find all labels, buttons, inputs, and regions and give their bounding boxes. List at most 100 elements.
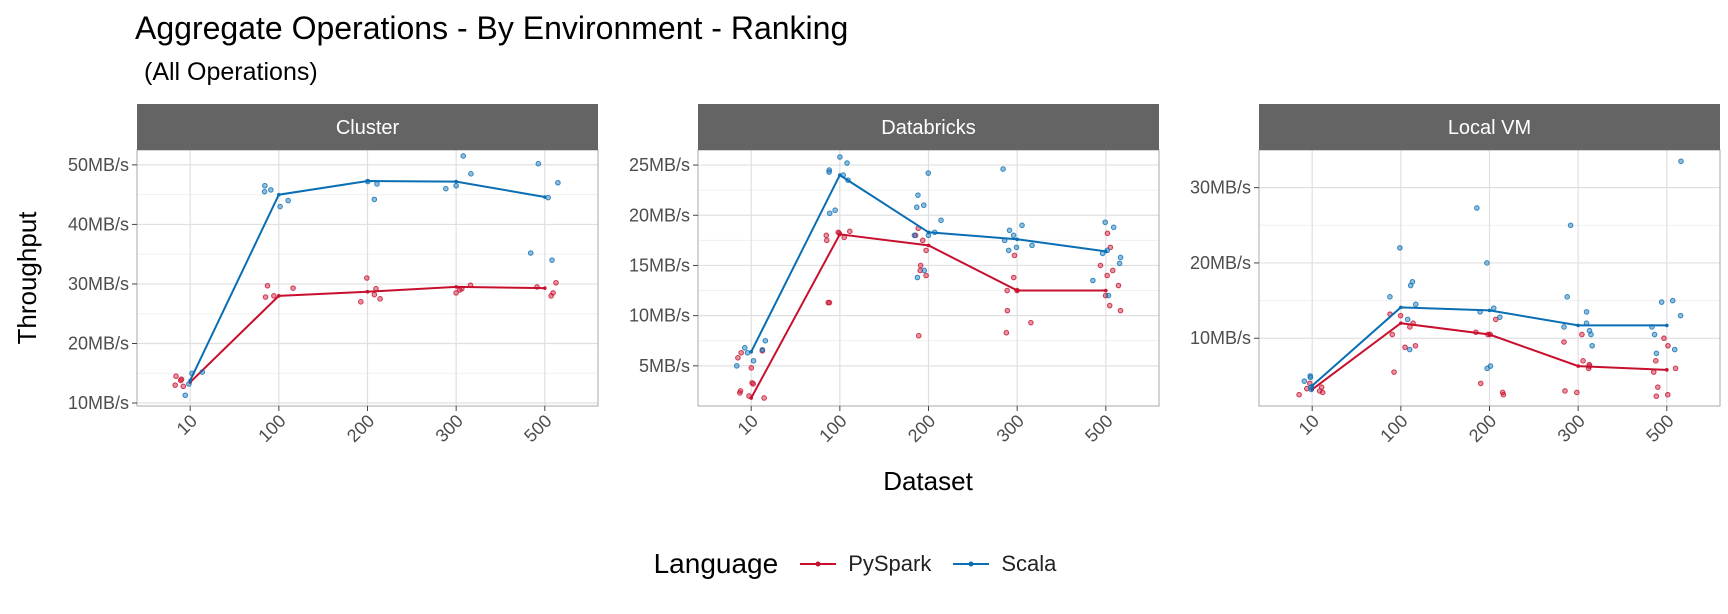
- series-marker-scala: [749, 349, 753, 354]
- point-scala: [1010, 232, 1017, 239]
- series-marker-pyspark: [1104, 288, 1108, 293]
- point-scala: [535, 160, 542, 167]
- x-tick-label: 100: [815, 411, 850, 446]
- point-scala: [921, 267, 928, 274]
- facet-label-databricks: Databricks: [881, 117, 975, 139]
- y-tick-label: 5MB/s: [639, 356, 690, 376]
- x-tick-label: 300: [432, 411, 467, 446]
- point-scala: [277, 203, 283, 210]
- point-pyspark: [1106, 302, 1113, 309]
- point-pyspark: [1296, 391, 1302, 398]
- series-marker-scala: [1015, 237, 1019, 242]
- series-marker-pyspark: [838, 232, 842, 237]
- point-scala: [1658, 299, 1665, 305]
- x-tick-label: 200: [1465, 411, 1500, 446]
- x-tick-label: 10: [173, 411, 201, 439]
- point-scala: [1678, 158, 1684, 165]
- point-pyspark: [1010, 274, 1017, 281]
- series-marker-scala: [365, 179, 370, 183]
- point-scala: [1412, 301, 1419, 308]
- point-scala: [1000, 166, 1006, 172]
- x-tick-label: 300: [1554, 411, 1589, 446]
- point-scala: [750, 358, 757, 364]
- point-pyspark: [1104, 230, 1111, 237]
- point-pyspark: [1580, 358, 1586, 364]
- series-marker-scala: [838, 173, 842, 177]
- point-pyspark: [1397, 312, 1404, 319]
- point-pyspark: [749, 380, 755, 386]
- point-scala: [1387, 294, 1393, 300]
- point-scala: [1653, 350, 1660, 357]
- point-pyspark: [271, 293, 277, 299]
- point-scala: [261, 188, 268, 195]
- point-scala: [1564, 294, 1570, 300]
- point-pyspark: [748, 365, 755, 371]
- series-marker-scala: [926, 230, 931, 235]
- y-tick-label: 20MB/s: [1190, 253, 1251, 273]
- series-marker-pyspark: [1399, 321, 1403, 325]
- point-scala: [1669, 297, 1676, 304]
- series-marker-pyspark: [1015, 288, 1019, 293]
- point-pyspark: [1104, 272, 1110, 279]
- point-pyspark: [1004, 287, 1010, 294]
- x-tick-label: 500: [520, 411, 555, 446]
- point-scala: [1308, 386, 1314, 393]
- point-scala: [1110, 224, 1117, 231]
- point-pyspark: [1653, 358, 1659, 364]
- legend: Language PySpark Scala: [0, 548, 1728, 580]
- legend-item-pyspark: PySpark: [796, 551, 931, 577]
- chart-title: Aggregate Operations - By Environment - …: [135, 10, 849, 46]
- point-scala: [186, 381, 192, 387]
- facet-strip-local-vm: [1259, 104, 1720, 150]
- legend-key-scala: [953, 561, 990, 567]
- series-marker-pyspark: [749, 396, 753, 400]
- point-pyspark: [923, 272, 929, 279]
- point-scala: [744, 349, 751, 356]
- point-scala: [1090, 277, 1096, 284]
- point-scala: [1102, 219, 1108, 226]
- point-scala: [268, 187, 274, 193]
- point-scala: [1019, 222, 1025, 229]
- point-scala: [759, 346, 766, 353]
- point-pyspark: [923, 247, 929, 254]
- point-pyspark: [1653, 393, 1660, 400]
- point-scala: [285, 197, 291, 204]
- point-scala: [1484, 260, 1490, 266]
- point-scala: [527, 250, 534, 256]
- point-pyspark: [1011, 252, 1018, 259]
- x-tick-label: 500: [1081, 411, 1116, 446]
- x-tick-label: 500: [1642, 411, 1677, 446]
- point-pyspark: [364, 275, 370, 281]
- legend-label-scala: Scala: [1001, 551, 1057, 576]
- point-pyspark: [919, 237, 926, 244]
- x-tick-label: 10: [734, 411, 762, 439]
- chart-subtitle: (All Operations): [144, 58, 318, 86]
- y-tick-label: 30MB/s: [1190, 178, 1251, 198]
- point-pyspark: [1003, 329, 1010, 336]
- facet-strip-databricks: [698, 104, 1159, 150]
- point-pyspark: [847, 228, 853, 235]
- point-pyspark: [553, 279, 559, 286]
- point-pyspark: [1579, 331, 1585, 338]
- point-pyspark: [1115, 282, 1122, 289]
- point-scala: [1307, 374, 1314, 381]
- point-pyspark: [453, 290, 459, 296]
- point-pyspark: [823, 237, 830, 244]
- point-pyspark: [1562, 388, 1568, 394]
- point-scala: [844, 160, 850, 166]
- point-pyspark: [1561, 339, 1567, 345]
- point-pyspark: [1672, 365, 1679, 372]
- point-pyspark: [1389, 331, 1396, 338]
- point-pyspark: [1109, 267, 1116, 274]
- point-scala: [1583, 309, 1590, 315]
- point-scala: [837, 154, 843, 160]
- point-scala: [914, 274, 921, 281]
- point-scala: [741, 344, 748, 351]
- point-scala: [1490, 305, 1497, 311]
- point-scala: [182, 392, 189, 399]
- x-tick-label: 300: [993, 411, 1028, 446]
- point-pyspark: [548, 293, 554, 299]
- series-marker-scala: [1576, 323, 1580, 328]
- point-scala: [1474, 205, 1480, 211]
